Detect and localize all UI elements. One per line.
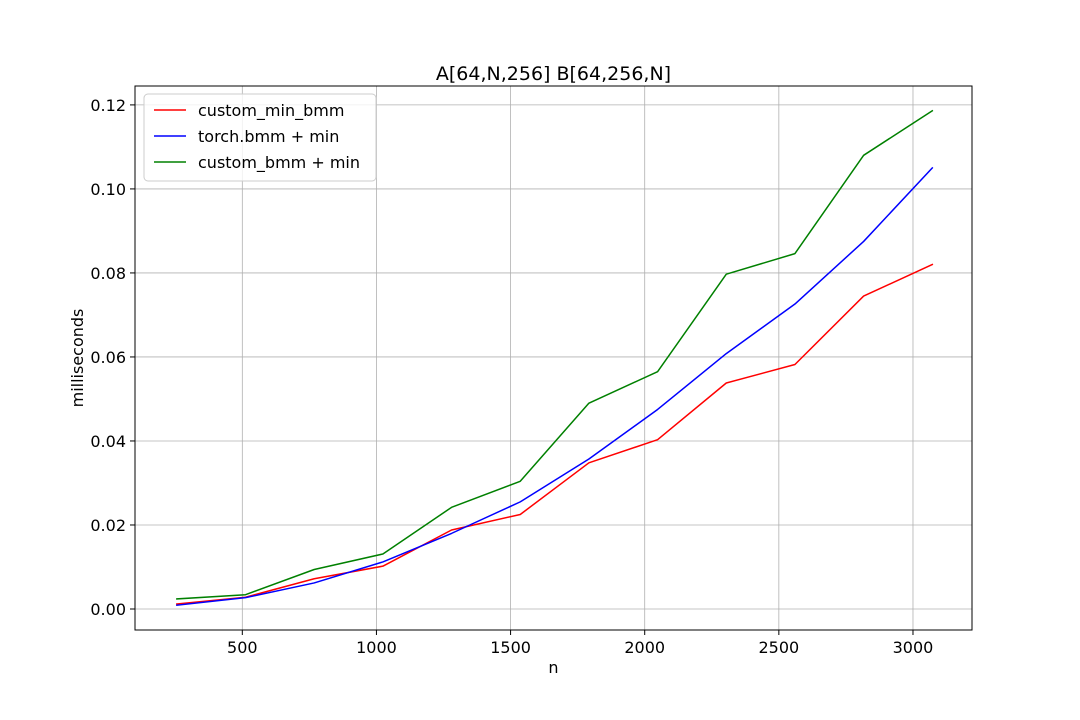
- grid-lines: [135, 86, 972, 630]
- y-tick-label: 0.10: [90, 180, 126, 199]
- legend-label: torch.bmm + min: [198, 127, 339, 146]
- x-tick-label: 1500: [490, 638, 531, 657]
- y-tick-label: 0.06: [90, 348, 126, 367]
- x-tick-label: 2000: [624, 638, 665, 657]
- x-tick-label: 500: [227, 638, 258, 657]
- y-axis-label: milliseconds: [68, 309, 87, 408]
- y-tick-label: 0.12: [90, 96, 126, 115]
- x-axis-label: n: [548, 658, 558, 677]
- series-line-custom-bmm-min: [176, 109, 934, 600]
- y-tick-label: 0.04: [90, 432, 126, 451]
- legend-label: custom_bmm + min: [198, 153, 360, 173]
- x-tick-label: 1000: [356, 638, 397, 657]
- x-tick-label: 2500: [758, 638, 799, 657]
- series-line-custom-min-bmm: [176, 263, 934, 605]
- legend-box: [143, 93, 377, 182]
- legend: custom_min_bmm torch.bmm + min custom_bmm …: [143, 93, 377, 182]
- chart-title: A[64,N,256] B[64,256,N]: [436, 63, 671, 85]
- series-line-torch-bmm-min: [176, 166, 934, 607]
- plot-frame: [134, 85, 973, 631]
- y-tick-label: 0.02: [90, 516, 126, 535]
- y-tick-label: 0.08: [90, 264, 126, 283]
- series-lines: [176, 109, 934, 607]
- x-tick-label: 3000: [893, 638, 934, 657]
- y-tick-label: 0.00: [90, 600, 126, 619]
- axis-ticks: 500 1000 1500 2000 2500 3000 0.00 0.02 0.04 0.06 0…: [90, 96, 933, 657]
- legend-label: custom_min_bmm: [198, 101, 344, 121]
